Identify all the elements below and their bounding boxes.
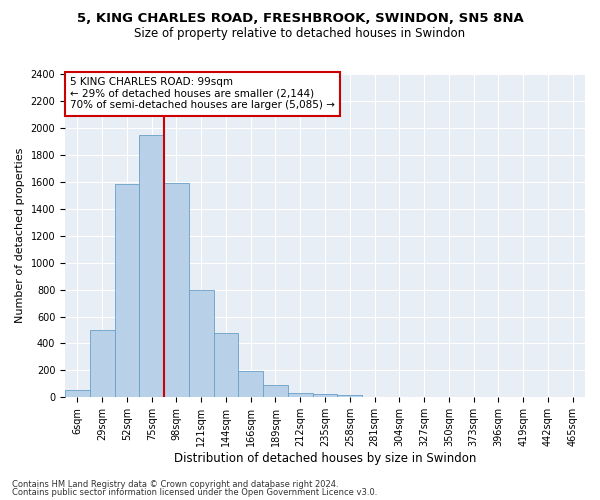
Text: 5, KING CHARLES ROAD, FRESHBROOK, SWINDON, SN5 8NA: 5, KING CHARLES ROAD, FRESHBROOK, SWINDO… bbox=[77, 12, 523, 26]
Bar bbox=[139, 134, 164, 398]
Bar bbox=[189, 290, 214, 398]
Y-axis label: Number of detached properties: Number of detached properties bbox=[15, 148, 25, 324]
Bar bbox=[90, 330, 115, 398]
Bar bbox=[214, 334, 238, 398]
Text: Contains HM Land Registry data © Crown copyright and database right 2024.: Contains HM Land Registry data © Crown c… bbox=[12, 480, 338, 489]
Bar bbox=[115, 184, 139, 398]
Bar bbox=[65, 390, 90, 398]
Text: Contains public sector information licensed under the Open Government Licence v3: Contains public sector information licen… bbox=[12, 488, 377, 497]
Text: 5 KING CHARLES ROAD: 99sqm
← 29% of detached houses are smaller (2,144)
70% of s: 5 KING CHARLES ROAD: 99sqm ← 29% of deta… bbox=[70, 77, 335, 110]
Bar bbox=[164, 183, 189, 398]
Bar bbox=[288, 392, 313, 398]
Bar bbox=[238, 371, 263, 398]
Bar bbox=[313, 394, 337, 398]
Bar bbox=[337, 394, 362, 398]
Text: Size of property relative to detached houses in Swindon: Size of property relative to detached ho… bbox=[134, 28, 466, 40]
Bar bbox=[263, 385, 288, 398]
X-axis label: Distribution of detached houses by size in Swindon: Distribution of detached houses by size … bbox=[174, 452, 476, 465]
